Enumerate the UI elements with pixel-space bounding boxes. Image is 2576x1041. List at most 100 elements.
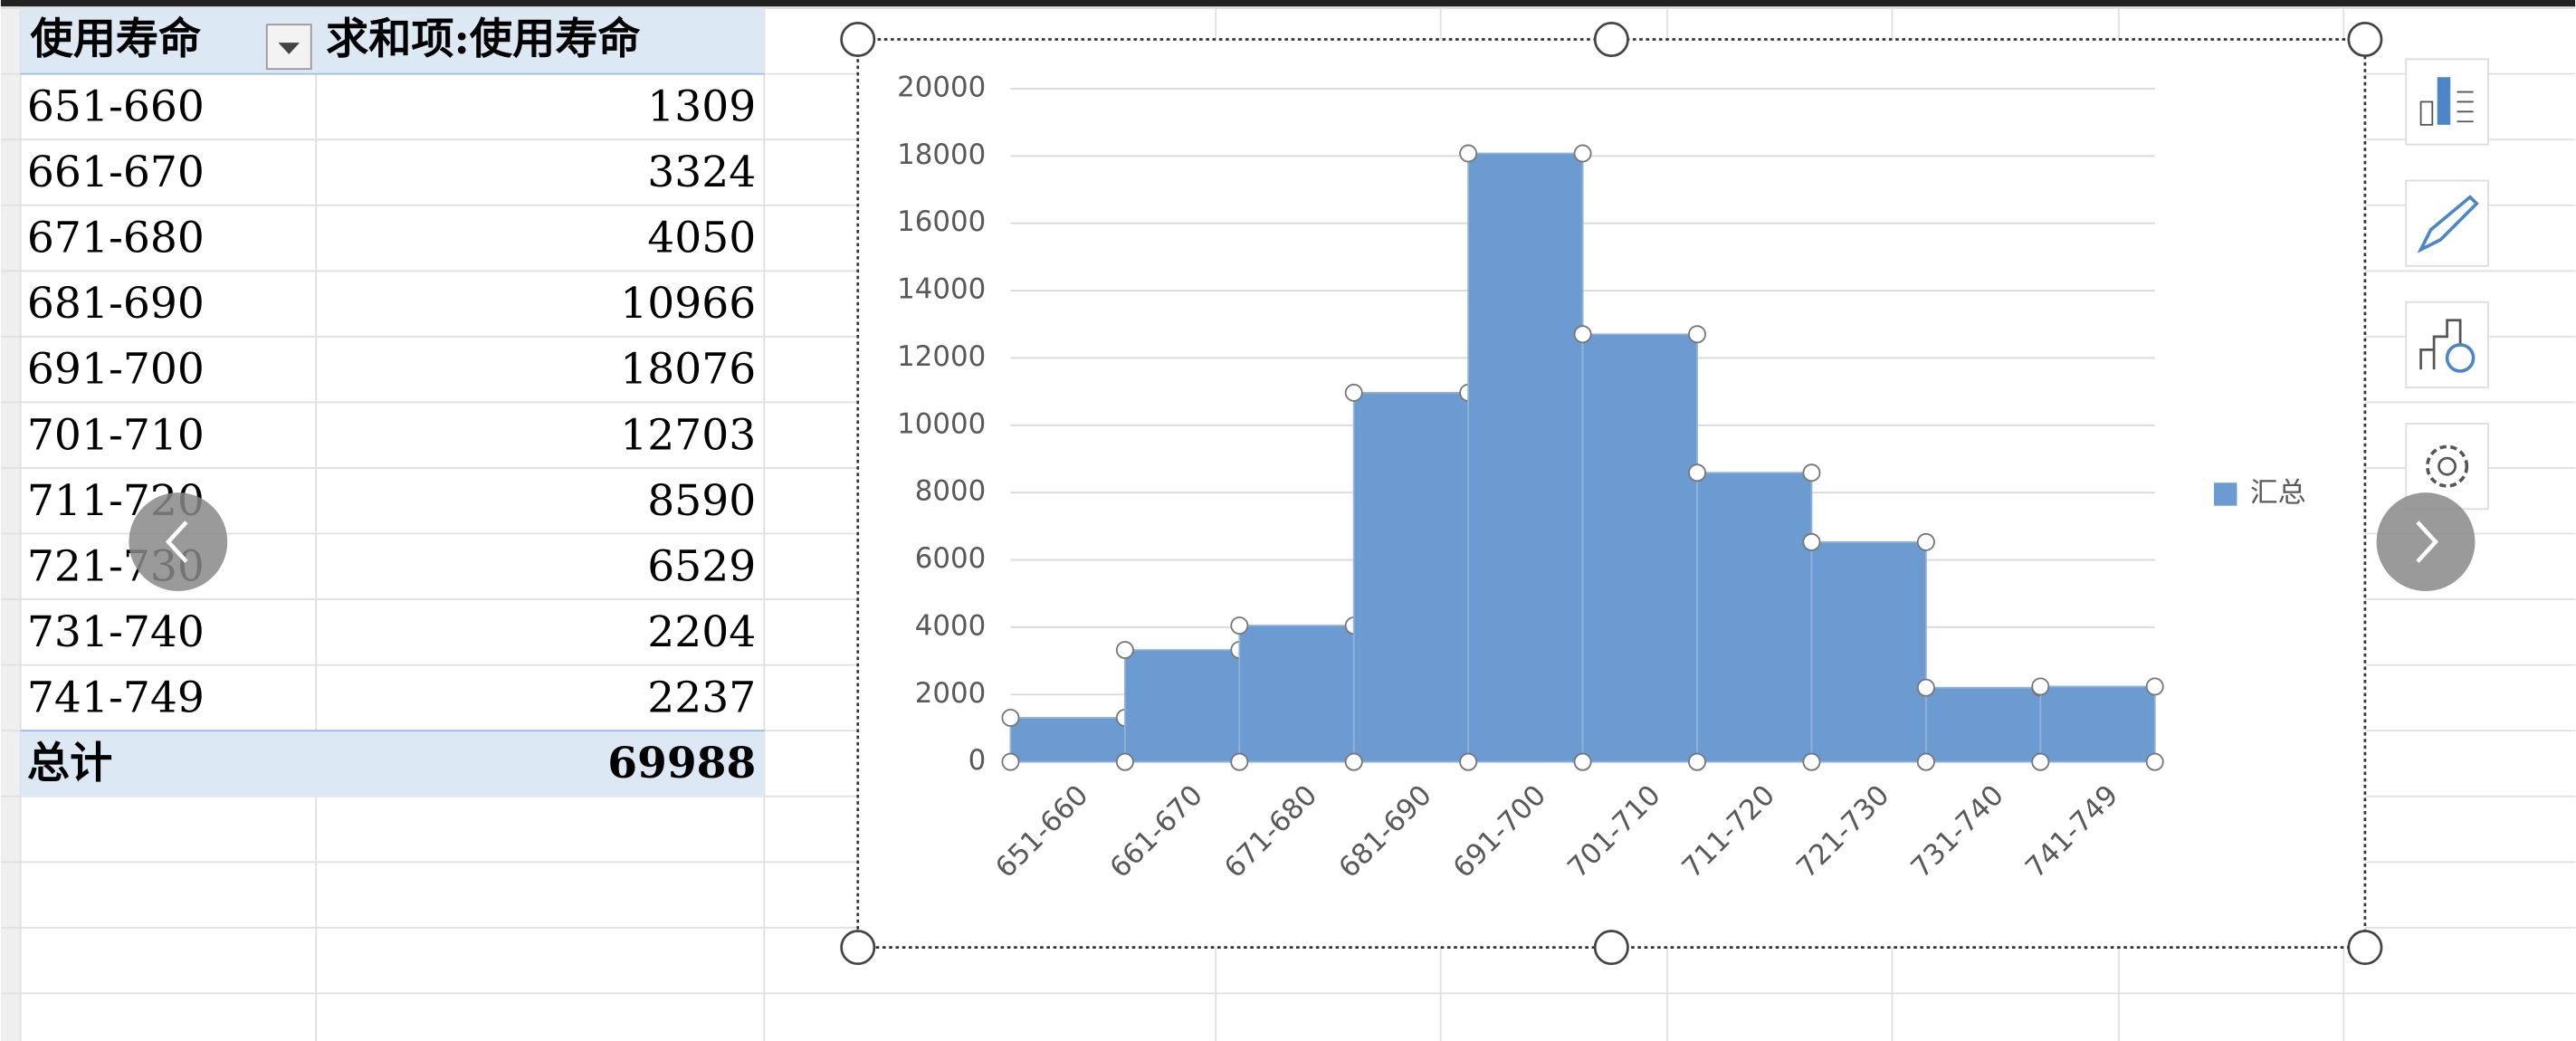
y-tick-label: 18000 [897,138,986,171]
header-cell: 使用寿命 [31,14,202,64]
vertex-handle[interactable] [2145,752,2164,771]
icon[interactable] [2419,319,2462,370]
vertex-handle[interactable] [1230,752,1249,771]
bar [1238,625,1355,763]
prev-button[interactable] [129,492,228,591]
y-tick-label: 8000 [915,475,986,508]
row-value: 10966 [620,279,756,329]
resize-handle[interactable] [2347,930,2383,966]
bar [1467,152,1584,763]
vertex-handle[interactable] [1115,752,1134,771]
vertex-handle[interactable] [1230,616,1249,635]
vertex-handle[interactable] [1688,325,1706,344]
y-tick-label: 0 [968,744,987,777]
vertex-handle[interactable] [2145,677,2164,696]
chart-side-buttons [2405,58,2489,511]
icon[interactable] [2445,343,2476,373]
format-button[interactable] [2405,423,2489,511]
vertex-handle[interactable] [1688,752,1706,771]
vertex-handle[interactable] [1802,752,1821,771]
bar [2039,685,2156,763]
vertex-handle[interactable] [1688,463,1706,482]
vertex-handle[interactable] [1001,752,1020,771]
bar [1123,649,1241,763]
icon[interactable] [2437,77,2451,125]
y-tick-label: 20000 [897,71,986,103]
resize-handle[interactable] [840,22,876,58]
bar [1009,717,1126,763]
total-row [20,731,765,797]
vertex-handle[interactable] [1115,641,1134,660]
vertex-handle[interactable] [1916,532,1935,551]
row-value: 12703 [620,410,756,460]
pivot-table: 使用寿命 求和项:使用寿命 总计 69988 651-660 1309 661-67… [20,8,765,797]
filter-dropdown[interactable] [265,24,312,71]
nav-circle[interactable] [129,492,228,591]
row-header [0,6,21,1041]
icon[interactable] [2438,456,2457,476]
row-value: 1309 [647,82,756,132]
y-tick-label: 16000 [897,205,986,238]
row-value: 2204 [647,607,756,657]
vertex-handle[interactable] [1916,752,1935,771]
row-value: 2237 [647,673,756,723]
vertex-handle[interactable] [1344,383,1363,402]
icon[interactable] [2419,100,2434,126]
vertex-handle[interactable] [1802,532,1821,551]
row-value: 6529 [647,541,756,591]
vertex-handle[interactable] [2031,677,2050,696]
nav-arrow[interactable] [165,520,188,563]
chart-filters-button[interactable] [2405,301,2489,388]
resize-handle[interactable] [840,930,876,966]
header-row [20,8,765,74]
row-label: 741-749 [27,673,205,723]
bar [1352,391,1470,763]
vertex-handle[interactable] [1459,752,1478,771]
chart-object[interactable]: 0 2000 4000 6000 8000 10000 12000 14000 16000 180… [840,22,2383,966]
vertex-handle[interactable] [1344,752,1363,771]
bar [1810,540,1927,763]
resize-handle[interactable] [1593,22,1629,58]
vertex-handle[interactable] [1916,678,1935,697]
row-value: 8590 [647,476,756,526]
row-label: 661-670 [27,148,205,197]
nav-arrow[interactable] [2416,520,2438,563]
resize-handle[interactable] [2347,22,2383,58]
row-value: 4050 [647,214,756,263]
chart-styles-button[interactable] [2405,179,2489,267]
bar [1696,472,1813,763]
y-tick-label: 6000 [915,542,986,575]
y-tick-label: 14000 [897,273,986,306]
total-label: 总计 [27,739,112,788]
vertex-handle[interactable] [1459,144,1478,163]
header-cell: 求和项:使用寿命 [326,14,641,64]
icon[interactable] [2457,91,2474,123]
chart-elements-button[interactable] [2405,58,2489,146]
icon[interactable] [2417,195,2479,253]
y-tick-label: 10000 [897,407,986,440]
icon[interactable] [2426,444,2469,488]
bar [1581,333,1698,763]
bar [1924,686,2042,763]
row-label: 651-660 [27,82,205,132]
button-box[interactable] [2405,179,2489,267]
dropdown-arrow[interactable] [278,43,301,54]
vertex-handle[interactable] [1573,325,1592,344]
nav-circle[interactable] [2376,492,2476,591]
row-label: 691-700 [27,345,205,395]
top-bar [0,0,2576,7]
vertex-handle[interactable] [1802,463,1821,482]
resize-handle[interactable] [1593,930,1629,966]
vertex-handle[interactable] [1573,752,1592,771]
vertex-handle[interactable] [1001,708,1020,727]
row-value: 18076 [620,345,756,395]
next-button[interactable] [2376,492,2476,591]
total-value: 69988 [607,739,756,788]
button-box[interactable] [2405,301,2489,388]
y-tick-label: 12000 [897,340,986,373]
row-label: 671-680 [27,214,205,263]
row-label: 701-710 [27,410,205,460]
vertex-handle[interactable] [2031,752,2050,771]
vertex-handle[interactable] [1573,144,1592,163]
